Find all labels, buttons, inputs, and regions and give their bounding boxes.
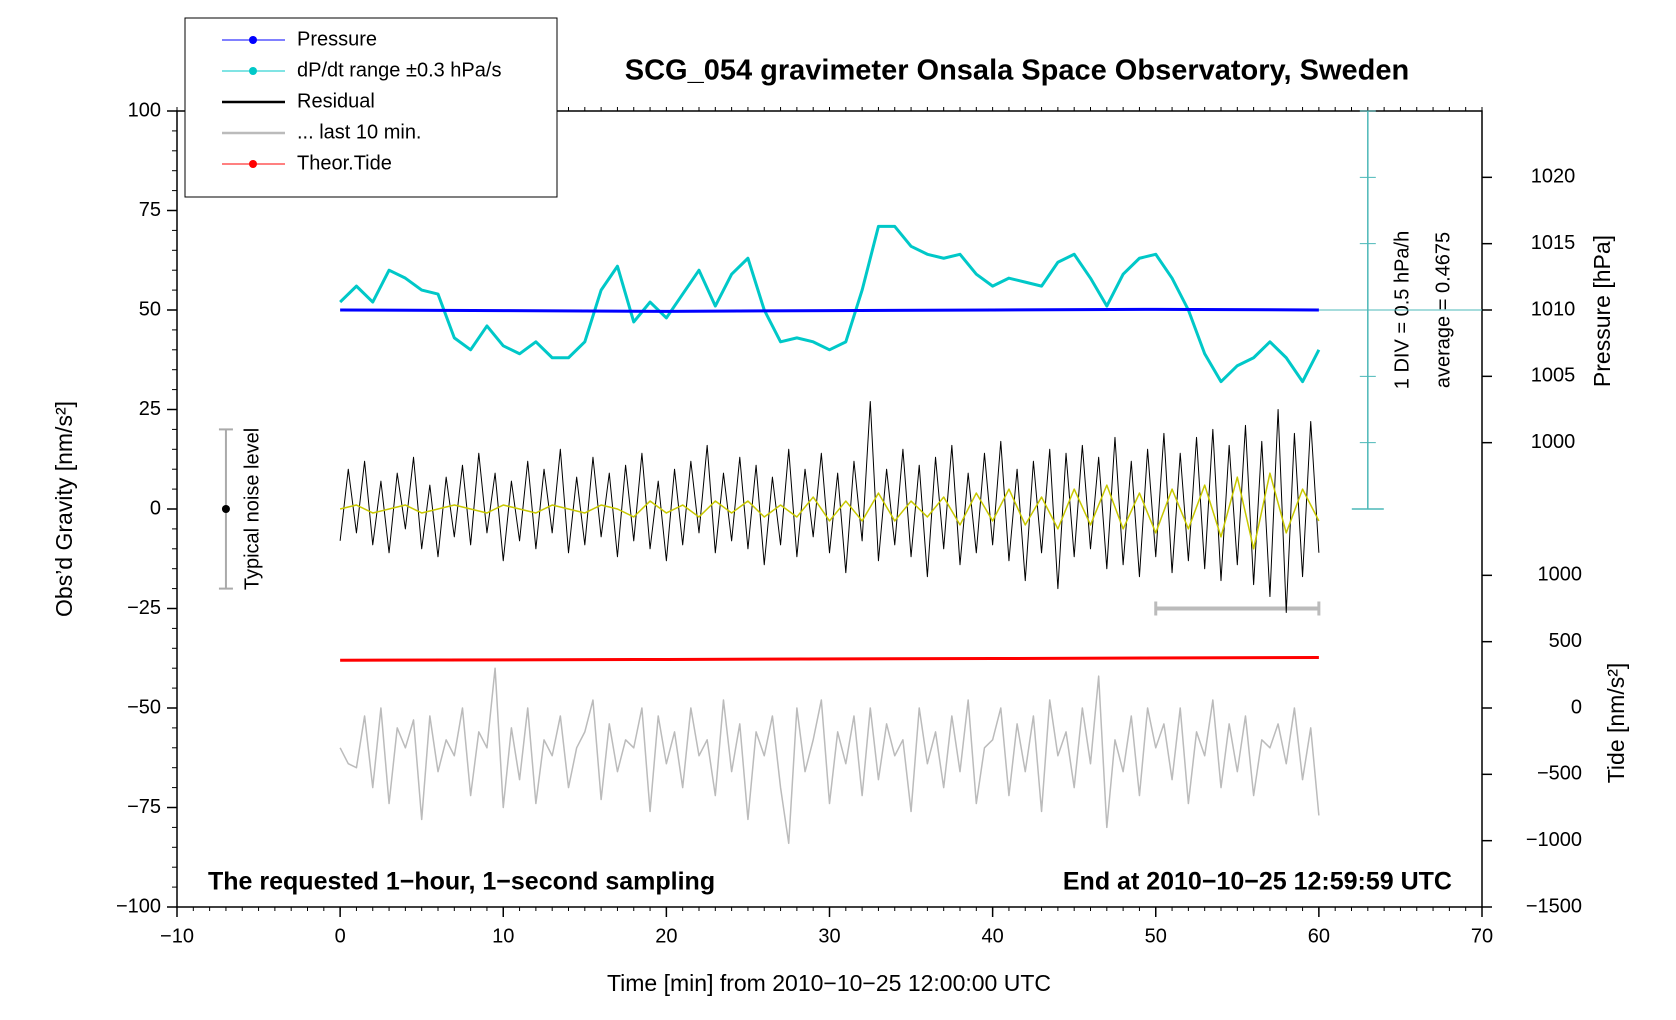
x-tick-label: −10 xyxy=(160,925,194,947)
series-line xyxy=(339,472,1320,550)
y-tick-label: 50 xyxy=(139,298,161,320)
series-line xyxy=(340,655,1319,662)
x-tick-label: 30 xyxy=(818,925,840,947)
y-tick-label: −50 xyxy=(127,696,161,718)
legend-dot xyxy=(249,160,257,168)
legend-label: Residual xyxy=(297,90,375,112)
y-tick-label: −25 xyxy=(127,597,161,619)
legend-label: Pressure xyxy=(297,28,377,50)
y3-tick-label: −1500 xyxy=(1526,895,1582,917)
y-tick-label: 25 xyxy=(139,398,161,420)
y-tick-label: −100 xyxy=(116,895,161,917)
legend-box xyxy=(184,17,558,198)
x-tick-label: 50 xyxy=(1145,925,1167,947)
x-axis-label: Time [min] from 2010−10−25 12:00:00 UTC xyxy=(607,970,1051,996)
x-tick-label: 40 xyxy=(982,925,1004,947)
tide-axis-label: Tide [nm/s²] xyxy=(1603,663,1629,784)
y3-tick-label: −1000 xyxy=(1526,829,1582,851)
noise-center xyxy=(221,505,230,513)
y3-tick-label: −500 xyxy=(1537,763,1582,785)
legend-label: Theor.Tide xyxy=(297,152,392,174)
y-tick-label: 100 xyxy=(128,99,161,121)
legend-dot xyxy=(249,67,257,75)
series-line xyxy=(339,401,1320,613)
y-tick-label: 75 xyxy=(139,199,161,221)
y-tick-label: 0 xyxy=(150,497,161,519)
y-tick-label: −75 xyxy=(127,796,161,818)
series-line xyxy=(340,307,1319,313)
y2-tick-label: 1000 xyxy=(1531,431,1576,453)
y2-tick-label: 1010 xyxy=(1531,298,1576,320)
y3-tick-label: 1000 xyxy=(1538,564,1583,586)
annotation: The requested 1−hour, 1−second sampling xyxy=(208,868,715,896)
legend-label: dP/dt range ±0.3 hPa/s xyxy=(297,59,501,81)
y-axis-label: Obs’d Gravity [nm/s²] xyxy=(51,401,77,617)
pressure-axis-label: Pressure [hPa] xyxy=(1589,235,1615,387)
series-line xyxy=(339,224,1321,384)
y2-tick-label: 1005 xyxy=(1531,365,1576,387)
legend-dot xyxy=(249,36,257,44)
annotation: End at 2010−10−25 12:59:59 UTC xyxy=(1063,868,1452,896)
y2-tick-label: 1015 xyxy=(1531,232,1576,254)
annotation: Typical noise level xyxy=(241,428,263,590)
x-tick-label: 60 xyxy=(1308,925,1330,947)
x-tick-label: 10 xyxy=(492,925,514,947)
series-line xyxy=(339,667,1320,845)
y3-tick-label: 0 xyxy=(1571,696,1582,718)
legend-label: ... last 10 min. xyxy=(297,121,422,143)
y2-tick-label: 1020 xyxy=(1531,166,1576,188)
y3-tick-label: 500 xyxy=(1549,630,1582,652)
x-tick-label: 70 xyxy=(1471,925,1493,947)
x-tick-label: 20 xyxy=(655,925,677,947)
x-tick-label: 0 xyxy=(335,925,346,947)
chart-title: SCG_054 gravimeter Onsala Space Observat… xyxy=(625,55,1409,87)
